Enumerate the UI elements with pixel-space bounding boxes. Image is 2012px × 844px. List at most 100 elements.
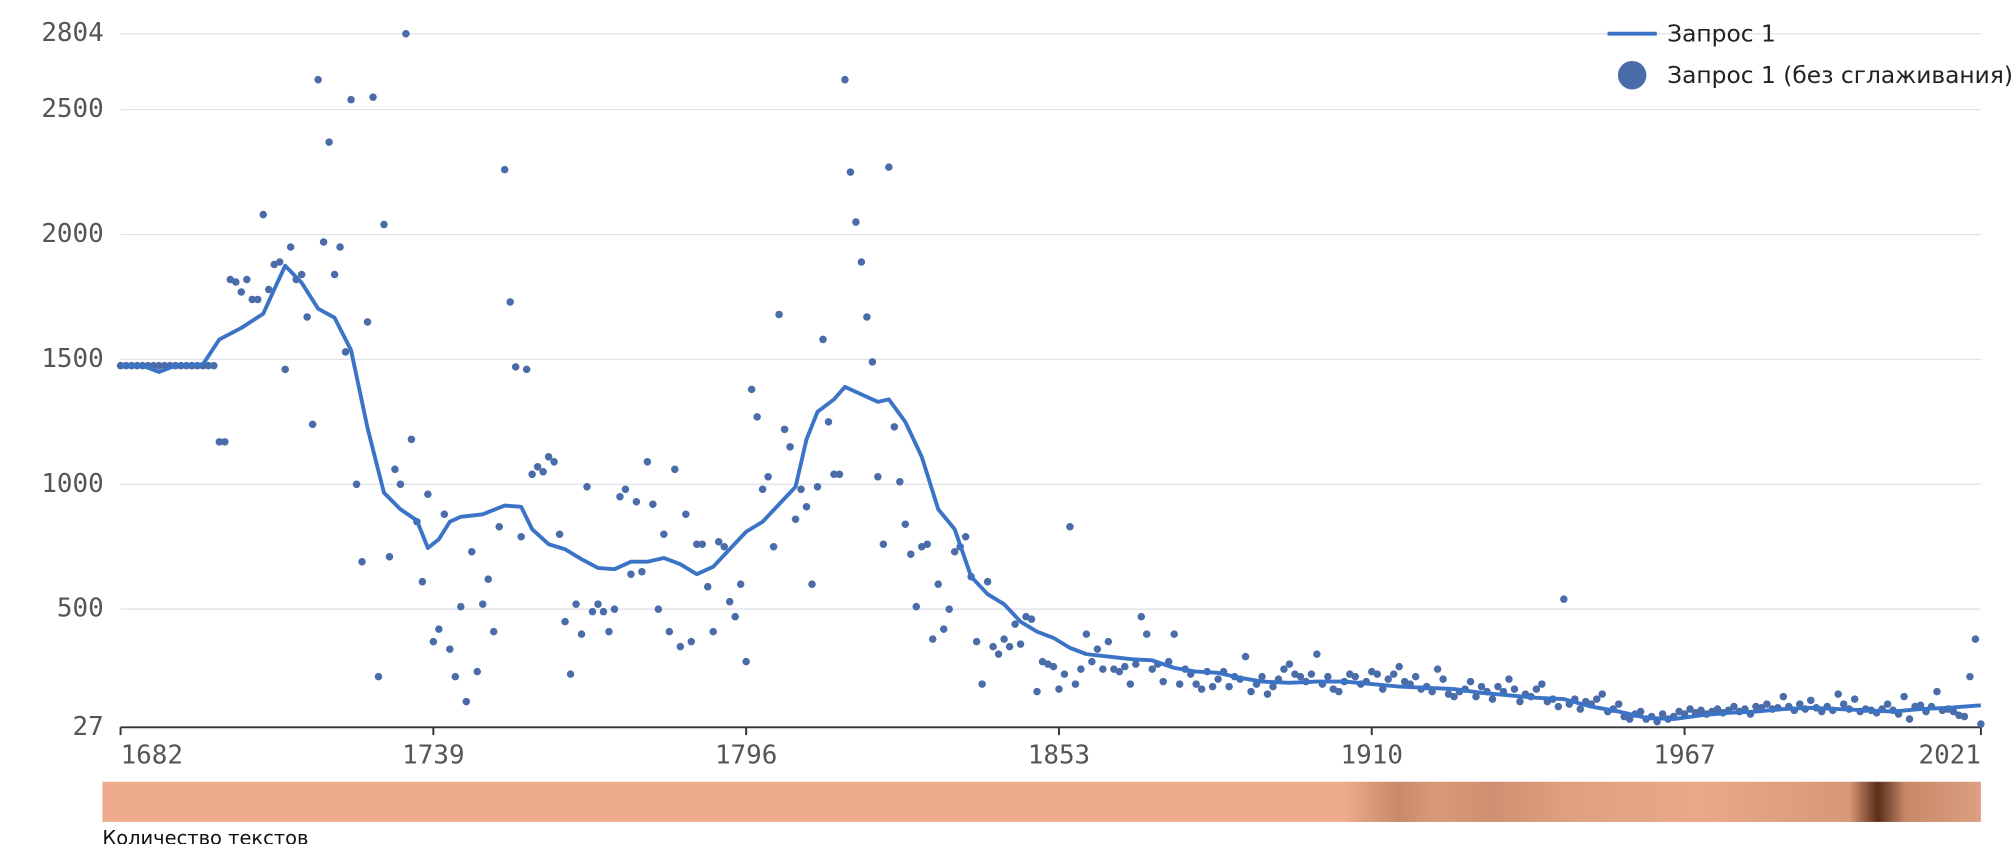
x-tick-label: 1967 — [1653, 740, 1715, 770]
raw-point — [1384, 675, 1392, 683]
raw-point — [868, 358, 877, 366]
raw-point — [643, 458, 652, 466]
raw-point — [983, 577, 992, 586]
raw-point — [720, 542, 728, 551]
raw-point — [1883, 700, 1892, 708]
raw-point — [1197, 685, 1206, 693]
raw-point — [1697, 706, 1705, 715]
raw-point — [1488, 695, 1497, 703]
raw-point — [714, 537, 723, 546]
raw-point — [1686, 705, 1694, 713]
raw-point — [550, 458, 558, 466]
raw-point — [1576, 705, 1585, 713]
raw-point — [435, 625, 443, 633]
raw-point — [852, 218, 860, 226]
raw-point — [341, 348, 350, 356]
raw-point — [1598, 690, 1606, 698]
raw-point — [824, 418, 833, 426]
raw-point — [1099, 665, 1107, 673]
raw-point — [473, 667, 482, 676]
y-tick-label: 500 — [57, 594, 104, 624]
raw-point — [1625, 715, 1634, 723]
raw-point — [610, 605, 619, 613]
raw-point — [1269, 682, 1277, 691]
x-tick-label: 2021 — [1918, 740, 1980, 770]
raw-point — [155, 361, 163, 370]
raw-point — [780, 425, 789, 434]
raw-point — [1104, 637, 1113, 646]
raw-point — [808, 580, 816, 588]
raw-point — [1055, 685, 1063, 693]
raw-point — [1505, 675, 1513, 683]
raw-point — [660, 530, 668, 538]
raw-point — [1148, 665, 1157, 673]
raw-point — [923, 540, 932, 548]
raw-point — [1033, 687, 1041, 696]
x-tick-label: 1682 — [121, 740, 183, 770]
raw-point — [649, 500, 657, 509]
raw-point — [391, 465, 399, 474]
raw-point — [819, 335, 827, 344]
raw-point — [577, 630, 586, 638]
raw-point — [281, 365, 289, 374]
raw-point — [325, 138, 333, 146]
raw-point — [682, 510, 690, 519]
raw-point — [314, 75, 322, 84]
raw-point — [1175, 680, 1184, 688]
raw-point — [1411, 672, 1420, 681]
legend-label: Запрос 1 — [1667, 20, 1776, 48]
raw-point — [665, 627, 674, 636]
strip-label: Количество текстов — [102, 826, 308, 844]
raw-point — [517, 532, 525, 541]
raw-point — [462, 697, 471, 706]
raw-point — [731, 612, 739, 621]
raw-point — [769, 542, 778, 551]
raw-point — [248, 295, 257, 304]
raw-point — [253, 295, 262, 304]
raw-point — [440, 510, 449, 519]
raw-point — [890, 423, 899, 431]
raw-point — [961, 532, 970, 541]
raw-point — [210, 361, 218, 370]
raw-point — [676, 642, 685, 651]
raw-point — [1247, 687, 1255, 696]
raw-point — [385, 552, 394, 561]
raw-point — [544, 453, 553, 461]
raw-point — [1807, 696, 1815, 705]
raw-point — [671, 465, 679, 474]
raw-point — [978, 680, 986, 688]
legend-swatch — [1617, 60, 1647, 90]
raw-point — [1143, 630, 1151, 638]
raw-point — [1285, 660, 1294, 668]
raw-point — [791, 515, 800, 524]
raw-point — [489, 627, 498, 636]
raw-point — [753, 413, 761, 421]
raw-point — [1192, 680, 1200, 688]
raw-point — [1960, 712, 1969, 721]
raw-point — [1214, 675, 1222, 683]
raw-point — [1208, 682, 1217, 691]
raw-point — [358, 557, 366, 566]
raw-point — [407, 435, 416, 444]
raw-point — [1066, 522, 1074, 531]
x-tick-label: 1739 — [402, 740, 464, 770]
raw-point — [1082, 630, 1091, 638]
raw-point — [945, 605, 953, 613]
raw-point — [1296, 672, 1305, 681]
raw-point — [319, 238, 328, 246]
raw-point — [511, 363, 520, 371]
raw-point — [972, 637, 981, 646]
raw-point — [374, 672, 383, 681]
raw-point — [1433, 665, 1442, 673]
raw-point — [1132, 660, 1140, 668]
raw-point — [1307, 670, 1316, 678]
raw-point — [802, 503, 811, 511]
raw-point — [1137, 612, 1146, 621]
y-tick-label: 27 — [73, 712, 104, 742]
raw-point — [1636, 707, 1645, 716]
raw-point — [994, 650, 1003, 658]
raw-point — [363, 318, 372, 326]
raw-point — [264, 285, 273, 294]
raw-point — [1121, 662, 1129, 671]
raw-point — [841, 75, 849, 84]
